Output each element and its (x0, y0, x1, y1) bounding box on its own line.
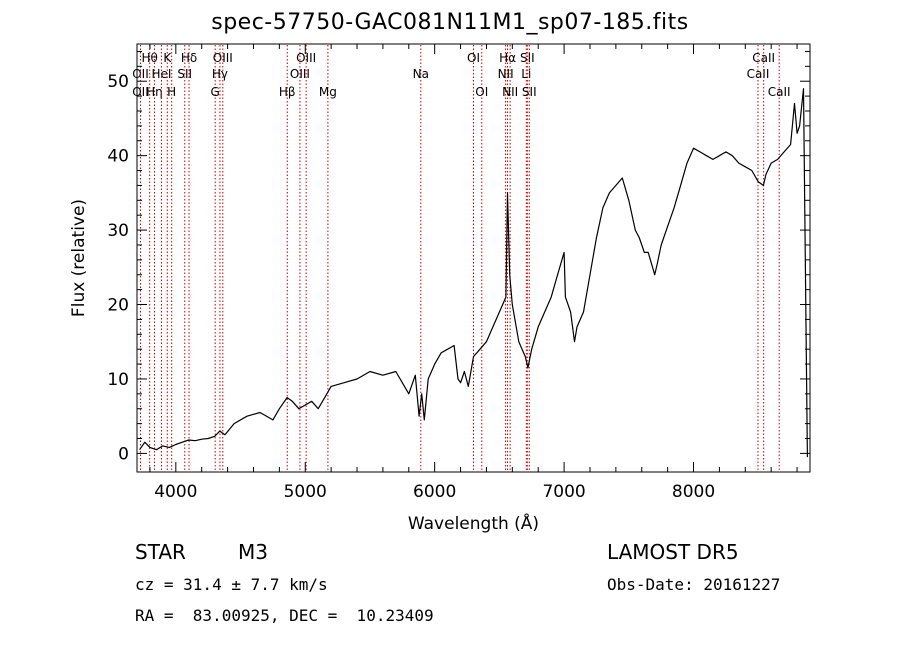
line-marker-label: Hη (146, 85, 163, 99)
y-tick-label: 40 (107, 147, 129, 167)
line-marker-label: Li (521, 67, 531, 81)
x-tick-label: 6000 (413, 482, 456, 502)
axes: 4000 5000 6000 7000 8000 0 10 20 30 40 50 Wavelengt… (69, 43, 811, 534)
redshift-readout: cz = 31.4 ± 7.7 km/s (135, 575, 328, 594)
x-axis-label: Wavelength (Å) (408, 512, 539, 534)
line-marker-label: SII (522, 85, 537, 99)
line-marker-label: Hβ (279, 85, 296, 99)
line-marker-label: CaII (752, 51, 775, 65)
x-tick-label: 4000 (154, 482, 197, 502)
line-marker-label: SII (520, 51, 535, 65)
line-marker-label: Hθ (141, 51, 157, 65)
line-marker-label: CaII (747, 67, 770, 81)
line-marker-label: OI (467, 51, 480, 65)
line-marker-label: OIII (213, 51, 233, 65)
line-marker-label: Hδ (181, 51, 197, 65)
line-marker-label: CaII (768, 85, 791, 99)
y-tick-label: 30 (107, 221, 129, 241)
line-marker-label: OII (132, 85, 149, 99)
line-marker-label: H (167, 85, 176, 99)
x-tick-label: 8000 (672, 482, 715, 502)
line-marker-label: OIII (296, 51, 316, 65)
spectrum-line (139, 88, 808, 458)
y-tick-label: 10 (107, 370, 129, 390)
line-marker-label: OI (475, 85, 488, 99)
plot-frame (136, 43, 811, 473)
y-tick-label: 50 (107, 72, 129, 92)
y-axis-label: Flux (relative) (69, 199, 89, 317)
line-marker-label: SII (177, 67, 192, 81)
line-marker-label: NII (502, 85, 518, 99)
line-marker-label: HeI (151, 67, 171, 81)
line-marker-label: Hγ (212, 67, 228, 81)
coordinates-readout: RA = 83.00925, DEC = 10.23409 (135, 606, 434, 625)
x-tick-label: 5000 (284, 482, 327, 502)
line-marker-label: G (211, 85, 220, 99)
line-marker-label: Mg (319, 85, 337, 99)
survey-name: LAMOST DR5 (607, 540, 739, 564)
chart-title: spec-57750-GAC081N11M1_sp07-185.fits (211, 10, 689, 35)
line-markers: OIIHθOIIHηHeIKHSIIHδGOIIIHγHβOIIIOIIIMgN… (132, 45, 791, 471)
line-marker-label: OIII (290, 67, 310, 81)
x-tick-label: 7000 (542, 482, 585, 502)
spectrum-series (139, 88, 808, 458)
line-marker-label: Hα (499, 51, 516, 65)
line-marker-label: Na (413, 67, 429, 81)
observation-date: Obs-Date: 20161227 (607, 575, 781, 594)
object-subclass: M3 (238, 540, 268, 564)
y-tick-label: 0 (118, 444, 129, 464)
y-tick-label: 20 (107, 296, 129, 316)
line-marker-label: K (163, 51, 172, 65)
object-class: STAR (135, 540, 186, 564)
line-marker-label: NII (498, 67, 514, 81)
